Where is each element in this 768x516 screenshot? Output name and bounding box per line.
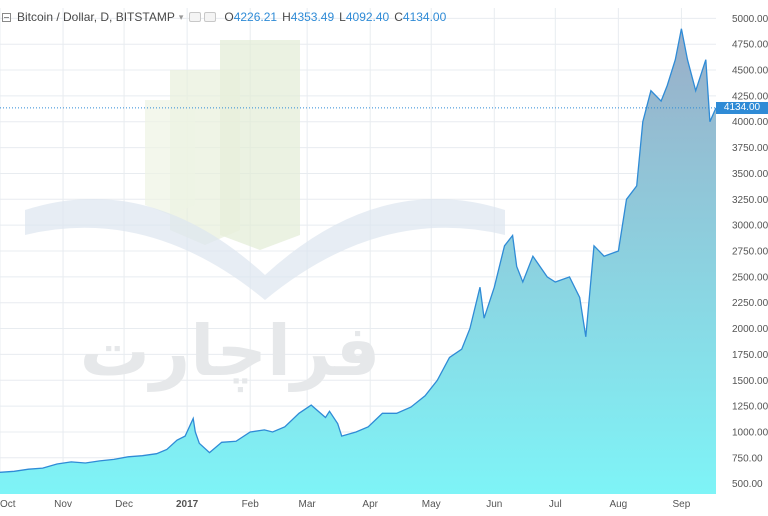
settings-icon[interactable]	[204, 12, 217, 22]
x-tick-label: Mar	[299, 499, 317, 510]
price-area	[0, 28, 716, 494]
y-tick-label: 2250.00	[732, 298, 768, 309]
x-tick-label: Feb	[242, 499, 260, 510]
chevron-down-icon[interactable]: ▾	[178, 11, 184, 22]
y-tick-label: 2500.00	[732, 272, 768, 283]
symbol-title[interactable]: Bitcoin / Dollar, D, BITSTAMP	[17, 10, 175, 24]
y-tick-label: 1000.00	[732, 427, 768, 438]
x-tick-label: May	[422, 499, 441, 510]
y-tick-label: 2000.00	[732, 324, 768, 335]
x-tick-label: Jul	[549, 499, 562, 510]
x-tick-label: 2017	[176, 499, 199, 510]
price-line	[0, 28, 717, 473]
x-tick-label: Aug	[609, 499, 627, 510]
y-tick-label: 1500.00	[732, 376, 768, 387]
y-tick-label: 3500.00	[732, 169, 768, 180]
y-tick-label: 2750.00	[732, 247, 768, 258]
x-tick-label: Sep	[673, 499, 691, 510]
x-tick-label: Oct	[0, 499, 16, 510]
y-tick-label: 4000.00	[732, 117, 768, 128]
low-value: 4092.40	[345, 10, 390, 24]
open-key: O	[224, 10, 234, 24]
y-tick-label: 4750.00	[732, 40, 768, 51]
y-tick-label: 4250.00	[732, 91, 768, 102]
visibility-icon[interactable]	[189, 12, 202, 22]
symbol-legend[interactable]: Bitcoin / Dollar, D, BITSTAMP ▾ O 4226.21…	[2, 8, 446, 26]
x-axis: Oct Nov Dec 2017 Feb Mar Apr May Jun Jul Aug Sep	[0, 499, 691, 510]
y-tick-label: 1250.00	[732, 402, 768, 413]
y-tick-label: 1750.00	[732, 350, 768, 361]
x-tick-label: Dec	[115, 499, 133, 510]
y-tick-label: 500.00	[732, 479, 763, 490]
high-key: H	[282, 10, 291, 24]
y-axis: 500.00 750.00 1000.00 1250.00 1500.00 1750.00…	[732, 14, 768, 490]
watermark: فراچارت	[25, 40, 505, 393]
y-tick-label: 3250.00	[732, 195, 768, 206]
x-tick-label: Nov	[54, 499, 72, 510]
low-key: L	[339, 10, 346, 24]
x-tick-label: Apr	[362, 499, 378, 510]
y-tick-label: 4500.00	[732, 66, 768, 77]
y-tick-label: 3000.00	[732, 221, 768, 232]
high-value: 4353.49	[290, 10, 335, 24]
last-price-label: 4134.00	[716, 101, 768, 114]
y-tick-label: 750.00	[732, 453, 763, 464]
collapse-icon[interactable]	[2, 12, 11, 22]
close-value: 4134.00	[402, 10, 447, 24]
watermark-text: فراچارت	[80, 310, 381, 393]
x-tick-label: Jun	[486, 499, 502, 510]
close-key: C	[394, 10, 403, 24]
open-value: 4226.21	[233, 10, 278, 24]
y-tick-label: 5000.00	[732, 14, 768, 25]
y-tick-label: 3750.00	[732, 143, 768, 154]
